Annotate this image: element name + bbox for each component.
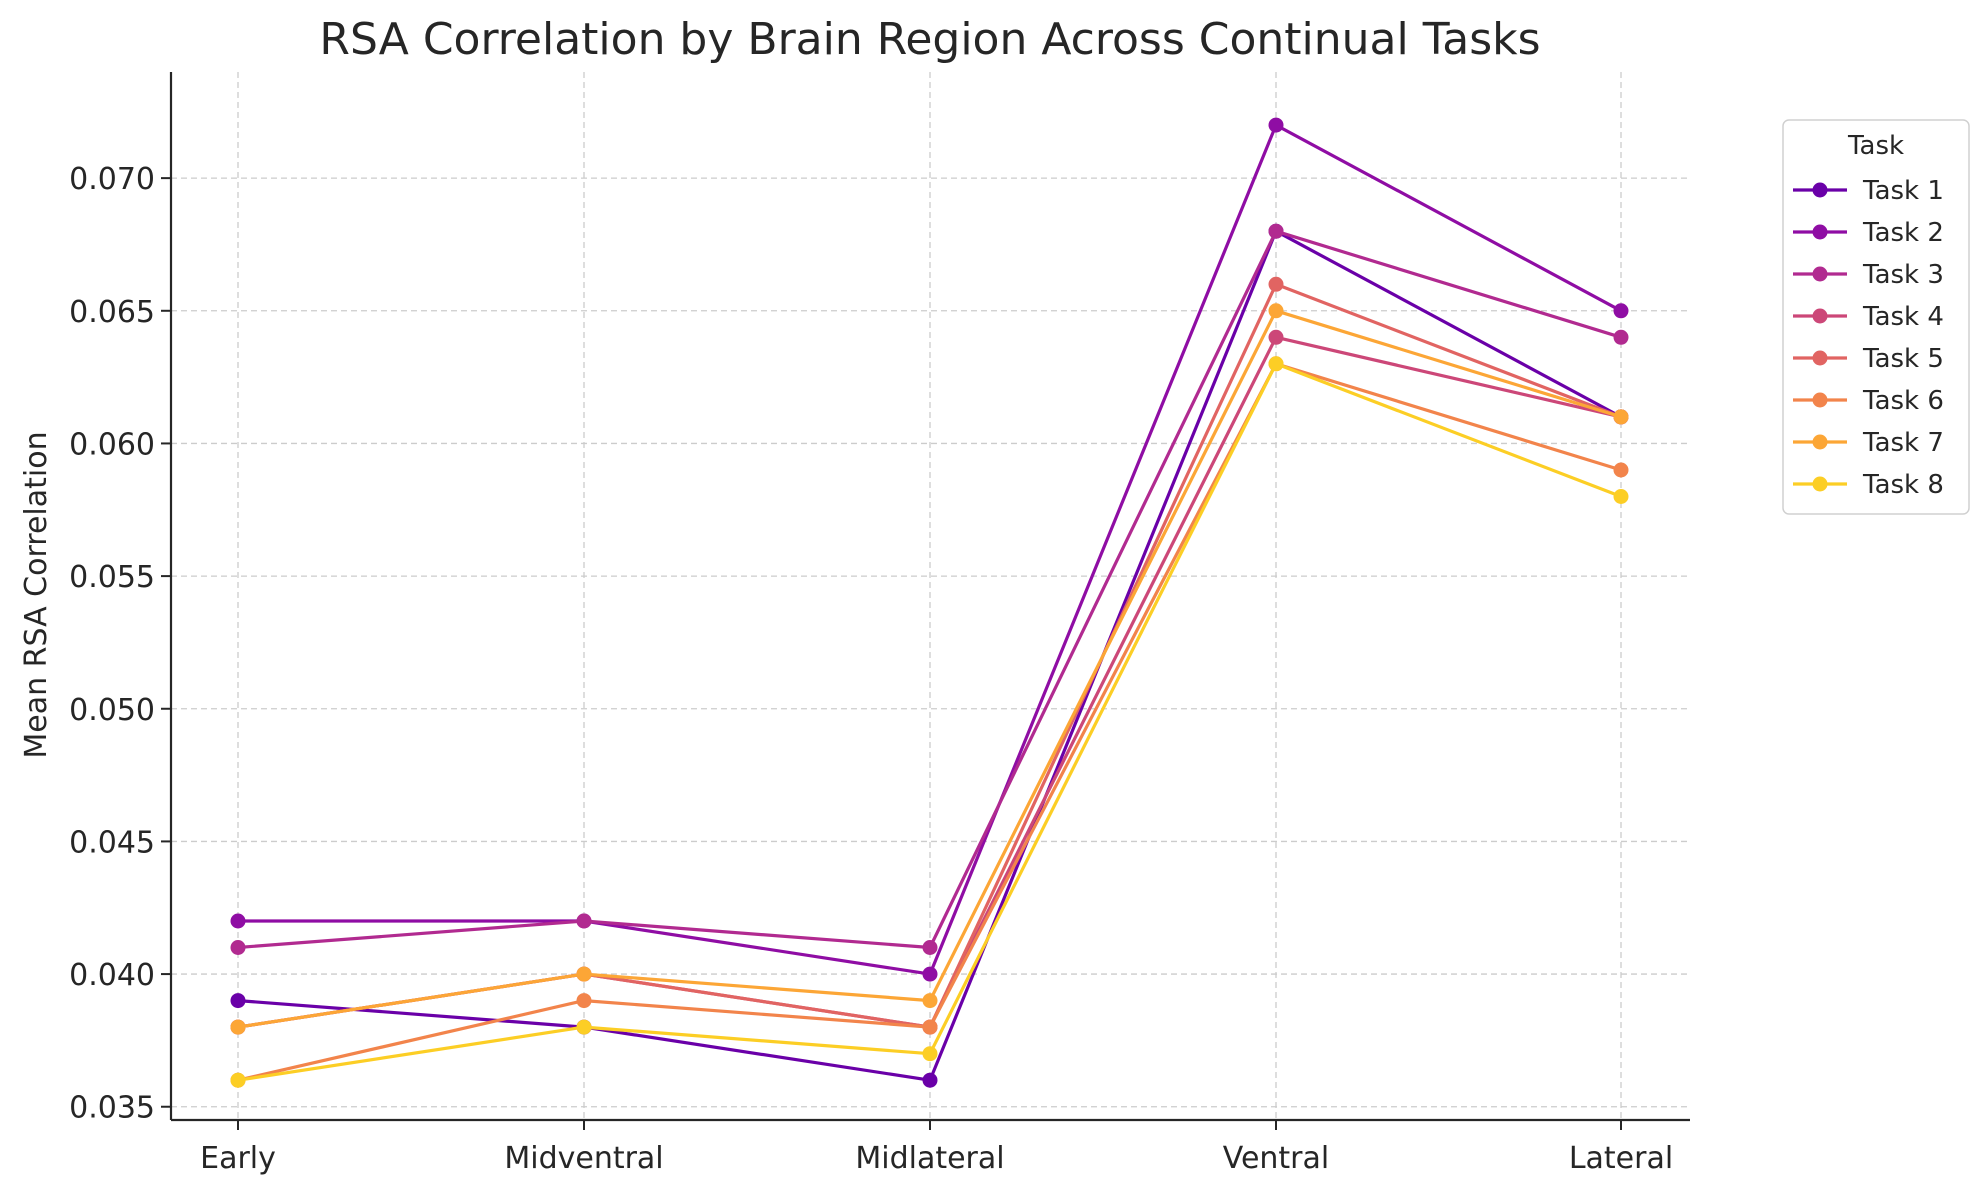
data-point	[1613, 329, 1629, 345]
legend: Task Task 1 Task 2 Task 3 Task 4 Task 5 Task 6…	[1782, 119, 1970, 515]
y-tick-label: 0.035	[69, 1091, 155, 1126]
series-7	[230, 303, 1629, 1035]
data-point	[576, 966, 592, 982]
y-tick-label: 0.050	[69, 693, 155, 728]
data-point	[1268, 276, 1284, 292]
legend-entry: Task 6	[1793, 386, 1944, 416]
x-tick-label: Lateral	[1569, 1141, 1673, 1176]
legend-marker	[1812, 392, 1828, 408]
legend-frame	[1782, 119, 1970, 515]
series-8	[230, 356, 1629, 1088]
legend-label: Task 7	[1862, 428, 1944, 458]
y-axis-label: Mean RSA Correlation	[19, 431, 54, 758]
legend-marker	[1812, 476, 1828, 492]
legend-label: Task 4	[1862, 302, 1944, 332]
y-tick-label: 0.065	[69, 295, 155, 330]
series-3	[230, 223, 1629, 955]
legend-entry: Task 4	[1793, 302, 1944, 332]
legend-entry: Task 1	[1793, 176, 1944, 206]
legend-marker	[1812, 224, 1828, 240]
grid-layer	[171, 72, 1690, 1120]
data-point	[230, 940, 246, 955]
chart-title: RSA Correlation by Brain Region Across C…	[319, 14, 1540, 65]
data-point	[576, 1019, 592, 1035]
legend-label: Task 5	[1862, 344, 1944, 374]
data-point	[922, 1046, 938, 1062]
legend-label: Task 6	[1862, 386, 1944, 416]
data-point	[1268, 117, 1284, 133]
legend-marker	[1812, 182, 1828, 198]
data-point	[1268, 303, 1284, 319]
data-point	[1613, 489, 1629, 504]
data-point	[230, 1019, 246, 1035]
data-point	[922, 993, 938, 1009]
data-point	[230, 913, 246, 929]
data-point	[1268, 356, 1284, 372]
data-point	[1613, 409, 1629, 425]
legend-title: Task	[1847, 131, 1904, 161]
legend-label: Task 1	[1862, 176, 1944, 206]
data-point	[230, 1072, 246, 1088]
data-point	[922, 1019, 938, 1035]
y-tick-label: 0.060	[69, 427, 155, 462]
x-tick-label: Midlateral	[855, 1141, 1004, 1176]
y-tick-label: 0.055	[69, 560, 155, 595]
data-point	[1613, 303, 1629, 319]
legend-marker	[1812, 308, 1828, 324]
data-point	[576, 913, 592, 929]
legend-entry: Task 8	[1793, 470, 1944, 500]
legend-entry: Task 5	[1793, 344, 1944, 374]
data-point	[922, 940, 938, 955]
x-tick-label: Ventral	[1223, 1141, 1329, 1176]
y-tick-label: 0.040	[69, 958, 155, 993]
legend-label: Task 8	[1862, 470, 1944, 500]
y-tick-label: 0.070	[69, 162, 155, 197]
data-point	[1613, 462, 1629, 478]
axes-layer: 0.035 0.040 0.045 0.050 0.055 0.060 0.065 0.070…	[69, 72, 1690, 1176]
x-tick-label: Midventral	[504, 1141, 663, 1176]
legend-entry: Task 2	[1793, 218, 1944, 248]
legend-marker	[1812, 350, 1828, 366]
legend-entry: Task 3	[1793, 260, 1944, 290]
data-point	[576, 993, 592, 1009]
data-point	[922, 1072, 938, 1088]
legend-label: Task 2	[1862, 218, 1944, 248]
data-point	[1268, 223, 1284, 239]
legend-label: Task 3	[1862, 260, 1944, 290]
data-point	[1268, 329, 1284, 345]
legend-marker	[1812, 434, 1828, 450]
series-layer	[230, 117, 1629, 1088]
data-point	[922, 966, 938, 982]
x-tick-label: Early	[200, 1141, 276, 1176]
legend-entry: Task 7	[1793, 428, 1944, 458]
legend-marker	[1812, 266, 1828, 282]
data-point	[230, 993, 246, 1009]
y-tick-label: 0.045	[69, 825, 155, 860]
